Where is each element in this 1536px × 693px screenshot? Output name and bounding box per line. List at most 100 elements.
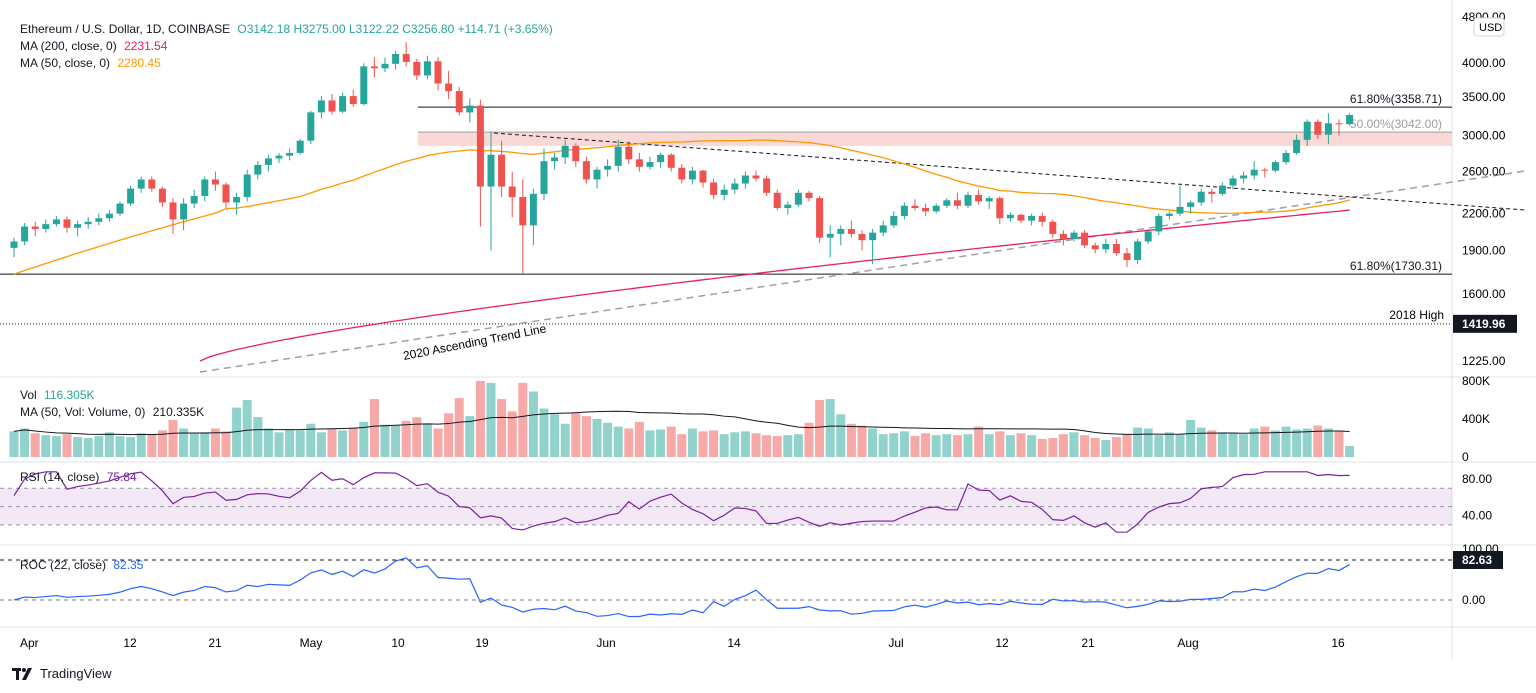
candle-body	[423, 61, 431, 76]
candle-body	[964, 194, 972, 206]
candle-body	[360, 66, 368, 105]
rsi-tick-label: 40.00	[1462, 509, 1492, 523]
volume-bar	[242, 400, 252, 457]
volume-bar	[1058, 434, 1068, 457]
candle-body	[498, 154, 506, 187]
high-2018-badge: 1419.96	[1462, 317, 1506, 331]
candle-body	[975, 194, 983, 202]
ma50-value: 2280.45	[117, 56, 161, 70]
candle-body	[201, 179, 209, 196]
candle-body	[519, 197, 527, 226]
volume-bar	[51, 436, 61, 457]
volume-bar	[1048, 438, 1058, 457]
candle-body	[1006, 214, 1014, 219]
candle-body	[943, 200, 951, 206]
volume-bar	[1281, 426, 1291, 457]
candle-body	[296, 140, 304, 153]
volume-bar	[274, 432, 284, 457]
candle-body	[1081, 232, 1089, 246]
volume-bar	[369, 399, 379, 457]
candle-body	[1282, 152, 1290, 163]
candle-body	[1028, 215, 1036, 221]
candle-body	[1134, 241, 1142, 260]
volume-value: 116.305K	[44, 388, 95, 402]
candle-body	[286, 152, 294, 156]
candle-body	[381, 63, 389, 69]
fib-label: 61.80%(3358.71)	[1350, 92, 1442, 106]
candle-body	[1250, 169, 1258, 176]
candle-body	[847, 228, 855, 234]
candle-body	[1261, 169, 1269, 171]
candle-body	[392, 53, 400, 64]
candle-body	[900, 205, 908, 216]
volume-bar	[740, 431, 750, 457]
volume-bar	[20, 428, 30, 457]
footer-brand[interactable]: TradingView	[12, 666, 112, 681]
volume-bar	[1186, 419, 1196, 457]
candle-body	[370, 66, 378, 69]
ma50-line	[13, 139, 1350, 275]
x-tick-label: Aug	[1177, 636, 1198, 650]
candle-body	[487, 154, 495, 187]
volume-bar	[528, 391, 538, 457]
volume-bar	[83, 438, 93, 457]
volume-bar	[603, 422, 613, 457]
volume-bar	[1027, 435, 1037, 457]
candle-body	[116, 203, 124, 214]
rsi-value: 75.84	[106, 470, 137, 484]
rsi-tick-label: 80.00	[1462, 472, 1492, 486]
candle-body	[932, 205, 940, 212]
descending-trend-line	[493, 132, 1526, 211]
volume-bar	[666, 426, 676, 457]
currency-label: USD	[1479, 22, 1502, 34]
candle-body	[1112, 244, 1120, 254]
candle-body	[1197, 191, 1205, 203]
volume-bar	[210, 428, 220, 457]
volume-bar	[1345, 445, 1355, 457]
x-tick-label: Jun	[596, 636, 615, 650]
candle-body	[455, 91, 463, 113]
candle-body	[190, 195, 198, 204]
x-tick-label: 12	[123, 636, 137, 650]
candle-body	[1314, 121, 1322, 135]
candle-body	[233, 197, 241, 203]
volume-bar	[974, 426, 984, 457]
candle-body	[572, 145, 580, 162]
volume-bar	[348, 428, 358, 457]
price-tick-label: 1600.00	[1462, 287, 1506, 301]
volume-bar	[995, 431, 1005, 457]
candle-body	[604, 165, 612, 170]
volume-bar	[656, 429, 666, 457]
candle-body	[137, 179, 145, 189]
candle-body	[105, 213, 113, 219]
candle-body	[561, 145, 569, 158]
fib-label: 50.00%(3042.00)	[1350, 117, 1442, 131]
candle-body	[688, 170, 696, 180]
candle-body	[476, 105, 484, 187]
high-2018-label: 2018 High	[1389, 308, 1444, 322]
price-tick-label: 3000.00	[1462, 129, 1506, 143]
candle-body	[752, 175, 760, 179]
volume-bar	[391, 425, 401, 457]
candle-body	[307, 112, 315, 141]
rsi-legend: RSI (14, close) 75.84	[20, 469, 141, 486]
candle-body	[1324, 123, 1332, 135]
trend-line-label: 2020 Ascending Trend Line	[402, 321, 548, 363]
currency-box	[1473, 17, 1505, 37]
volume-bar	[30, 433, 40, 457]
volume-ma-label: MA (50, Vol: Volume, 0)	[20, 405, 146, 419]
volume-bar	[613, 426, 623, 457]
tradingview-logo-icon	[12, 667, 32, 680]
candle-body	[985, 198, 993, 202]
volume-bar	[518, 382, 528, 457]
volume-bar	[762, 435, 772, 457]
volume-bar	[168, 419, 178, 457]
candle-body	[21, 226, 29, 242]
volume-bar	[645, 430, 655, 457]
candle-body	[1335, 123, 1343, 125]
volume-bar	[730, 432, 740, 457]
candle-body	[1346, 114, 1354, 125]
price-tick-label: 1225.00	[1462, 354, 1506, 368]
volume-bar	[306, 423, 316, 457]
